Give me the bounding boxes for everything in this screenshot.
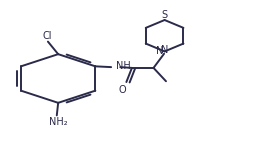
Text: NH: NH — [116, 61, 130, 71]
Text: O: O — [118, 85, 126, 95]
Text: Cl: Cl — [42, 31, 52, 41]
Text: N: N — [161, 45, 168, 55]
Text: N: N — [156, 46, 163, 56]
Text: S: S — [161, 10, 168, 20]
Text: NH₂: NH₂ — [49, 117, 68, 127]
